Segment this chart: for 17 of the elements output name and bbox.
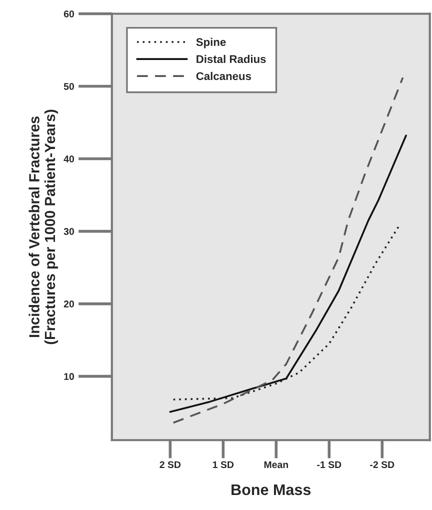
legend-label: Calcaneus	[196, 72, 251, 80]
x-axis-title: Bone Mass	[232, 484, 311, 496]
y-tick-label: 20	[64, 300, 74, 308]
y-tick-label: 30	[64, 228, 74, 235]
x-tick-label: -2 SD	[370, 461, 394, 468]
x-tick-label: 1 SD	[212, 461, 234, 468]
legend-label: Distal Radius	[196, 54, 266, 64]
y-tick-label: 60	[64, 10, 74, 18]
x-tick-label: -1 SD	[317, 461, 342, 468]
x-tick-label: 2 SD	[160, 461, 181, 468]
y-axis-title: Incidence of Vertebral Fractures (Fractures per 1000 Patient-Years)	[28, 110, 58, 344]
line-series	[169, 134, 407, 413]
legend-label: Spine	[196, 38, 226, 48]
y-tick-label: 40	[64, 156, 74, 162]
y-tick-label: 50	[64, 83, 74, 90]
x-tick-label: Mean	[264, 461, 288, 468]
y-tick-label: 10	[64, 373, 74, 380]
